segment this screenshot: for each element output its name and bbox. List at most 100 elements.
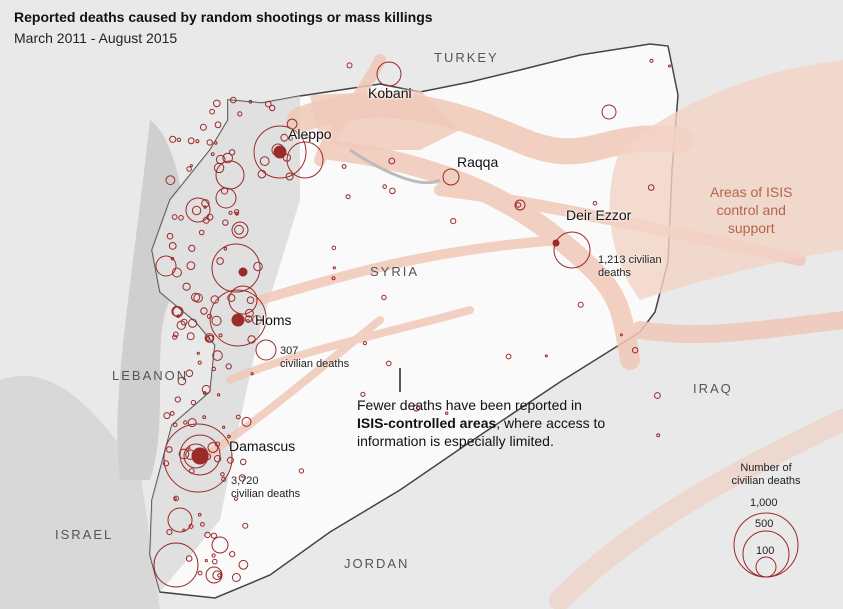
isis-area-north	[310, 90, 460, 150]
homs-deaths-unit: civilian deaths	[280, 358, 350, 370]
death-circle	[442, 168, 460, 186]
death-circle-small	[186, 261, 196, 271]
map-title: Reported deaths caused by random shootin…	[14, 9, 433, 25]
death-circle-small	[178, 215, 184, 221]
death-circle-small	[182, 282, 191, 291]
death-circle-small	[222, 219, 229, 226]
death-circle-small	[166, 529, 173, 536]
death-circle-small	[649, 58, 654, 63]
death-circle-small	[169, 135, 177, 143]
death-circle-small	[201, 199, 210, 208]
death-circle-small	[234, 224, 244, 235]
death-circle-small	[214, 141, 218, 145]
death-circle-small	[213, 455, 222, 463]
legend-label-500: 500	[755, 518, 774, 530]
death-circle	[211, 536, 229, 554]
death-circle-small	[242, 522, 249, 529]
death-circle-small	[656, 433, 661, 438]
death-circle-small	[188, 318, 198, 328]
legend-circles	[733, 512, 799, 578]
city-raqqa: Raqqa	[457, 154, 499, 170]
death-circle-dense	[273, 145, 287, 159]
death-circle-small	[202, 415, 207, 420]
death-circle	[286, 141, 324, 179]
death-circle-small	[170, 257, 175, 261]
death-circle-small	[332, 266, 336, 270]
damascus-deaths: 3,720 civilian deaths	[231, 475, 300, 501]
death-circle-small	[654, 392, 661, 399]
death-circle-dense	[238, 267, 248, 277]
death-circle-small	[233, 209, 240, 215]
death-circle-small	[162, 460, 170, 467]
death-circle-small	[386, 360, 392, 367]
death-circle-small	[389, 187, 396, 195]
death-circle-small	[287, 135, 293, 141]
death-circle-small	[211, 315, 222, 326]
death-circle	[231, 221, 249, 239]
death-circle-small	[166, 232, 174, 240]
death-circle	[253, 125, 307, 179]
death-circle-small	[632, 347, 639, 354]
death-circle-small	[218, 333, 223, 338]
death-circle-small	[544, 354, 548, 358]
death-circle-small	[193, 293, 203, 303]
death-circle-small	[285, 172, 294, 181]
death-circle-small	[246, 296, 255, 305]
death-circle-small	[190, 399, 197, 406]
death-circle-small	[221, 476, 227, 482]
death-circle	[255, 339, 277, 361]
death-circle-small	[176, 137, 182, 143]
death-circle-small	[197, 570, 203, 576]
death-circle-small	[228, 149, 236, 156]
death-circle-small	[212, 558, 218, 565]
label-syria: SYRIA	[370, 264, 420, 279]
death-circle-small	[212, 350, 223, 361]
death-circle-small	[505, 353, 512, 360]
death-circle-small	[199, 123, 207, 131]
death-circle	[155, 255, 177, 277]
death-circle-small	[233, 496, 238, 501]
note-line: ISIS-controlled areas, where access to	[357, 414, 605, 432]
damascus-deaths-unit: civilian deaths	[231, 488, 301, 500]
note-line: information is especially limited.	[357, 433, 554, 449]
death-circle-small	[269, 104, 276, 112]
death-circle-small	[577, 301, 584, 308]
death-circle-dense	[191, 447, 209, 465]
death-circle-small	[180, 318, 188, 326]
death-circle-small	[171, 267, 182, 278]
death-circle	[179, 434, 221, 476]
death-circle	[553, 231, 591, 269]
death-circle-small	[245, 308, 254, 318]
legend-title-line: civilian deaths	[731, 475, 801, 487]
death-circle	[376, 61, 402, 87]
death-circle-small	[382, 184, 388, 189]
death-circle-small	[298, 468, 305, 474]
death-circle-small	[412, 404, 420, 412]
death-circle	[211, 243, 261, 293]
death-circle-small	[282, 153, 291, 162]
death-circle-small	[216, 393, 221, 397]
death-circle-small	[230, 96, 237, 104]
city-deir-ezzor: Deir Ezzor	[566, 207, 632, 223]
death-circle-small	[239, 458, 247, 466]
death-circle-small	[204, 531, 211, 539]
legend-title: Number of civilian deaths	[728, 462, 804, 488]
death-circle-small	[210, 152, 215, 157]
death-circle-small	[241, 416, 252, 427]
death-circle-small	[226, 456, 234, 464]
death-circle-small	[235, 414, 241, 420]
death-circle-small	[345, 194, 351, 200]
death-circle-small	[247, 335, 256, 344]
death-circle-small	[168, 242, 177, 250]
death-circle	[601, 104, 617, 120]
death-circle-small	[248, 99, 253, 104]
deir-ezzor-deaths-unit: deaths	[598, 267, 632, 279]
death-circle-small	[213, 162, 225, 174]
homs-deaths-count: 307	[280, 345, 299, 357]
death-circle-small	[202, 391, 207, 395]
death-circle-small	[185, 449, 196, 460]
death-circle-small	[186, 332, 195, 341]
death-circle-small	[169, 411, 175, 416]
death-circle-small	[191, 205, 202, 216]
